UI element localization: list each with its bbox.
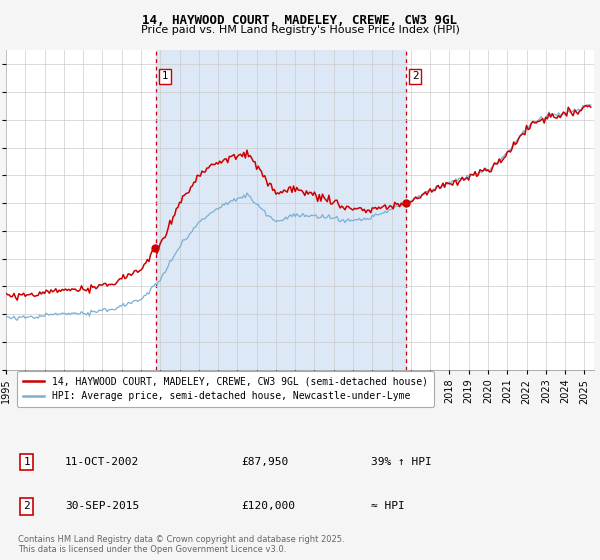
Text: 30-SEP-2015: 30-SEP-2015	[65, 501, 139, 511]
Text: £120,000: £120,000	[241, 501, 295, 511]
Text: 2: 2	[412, 71, 418, 81]
Text: 1: 1	[23, 457, 30, 467]
Text: ≈ HPI: ≈ HPI	[371, 501, 404, 511]
Text: £87,950: £87,950	[241, 457, 289, 467]
Text: 14, HAYWOOD COURT, MADELEY, CREWE, CW3 9GL: 14, HAYWOOD COURT, MADELEY, CREWE, CW3 9…	[143, 14, 458, 27]
Text: 11-OCT-2002: 11-OCT-2002	[65, 457, 139, 467]
Text: 2: 2	[23, 501, 30, 511]
Text: Contains HM Land Registry data © Crown copyright and database right 2025.
This d: Contains HM Land Registry data © Crown c…	[18, 535, 344, 554]
Text: Price paid vs. HM Land Registry's House Price Index (HPI): Price paid vs. HM Land Registry's House …	[140, 25, 460, 35]
Text: 39% ↑ HPI: 39% ↑ HPI	[371, 457, 431, 467]
Legend: 14, HAYWOOD COURT, MADELEY, CREWE, CW3 9GL (semi-detached house), HPI: Average p: 14, HAYWOOD COURT, MADELEY, CREWE, CW3 9…	[17, 371, 434, 407]
Bar	[156, 50, 406, 370]
Text: 1: 1	[162, 71, 169, 81]
